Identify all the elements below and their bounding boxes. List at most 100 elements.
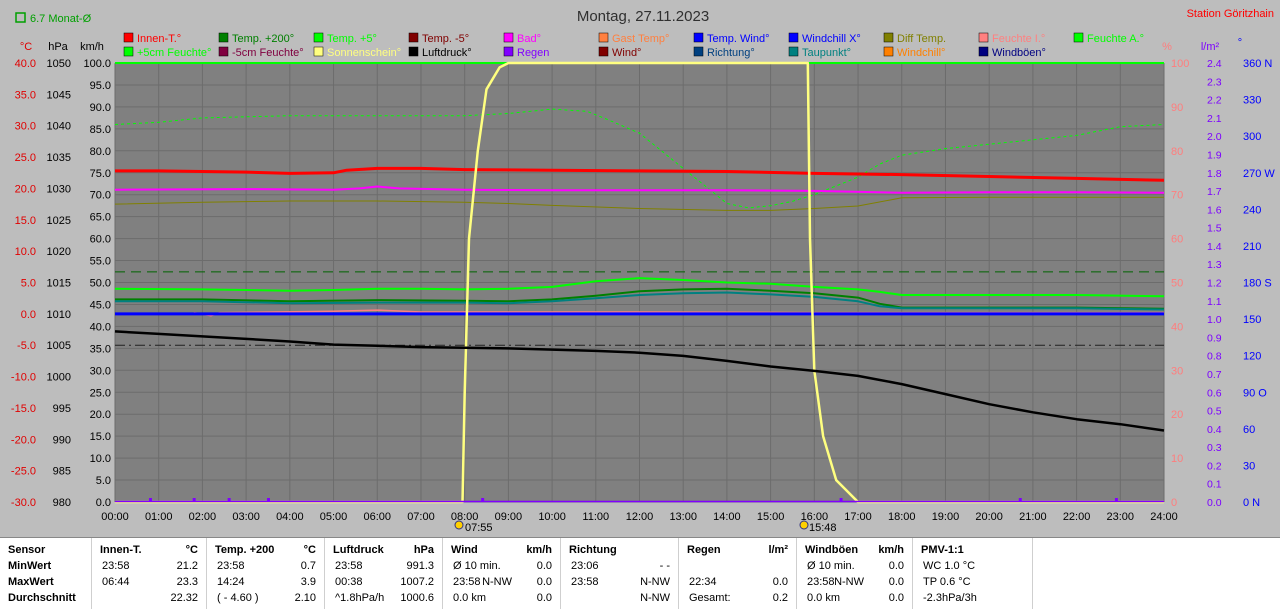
legend-swatch (503, 32, 514, 43)
stats-cell: 0.0 (536, 576, 552, 588)
stats-unit: km/h (878, 544, 904, 556)
legend-swatch (788, 32, 799, 43)
temp-tick-label: -20.0 (11, 434, 36, 446)
stats-cell: 23:58 (571, 576, 599, 588)
rain-tick-label: 0.9 (1207, 332, 1222, 344)
stats-column: Luftdruck hPa 23:58 991.3 00:38 1007.2 ^1.8hPa… (325, 538, 443, 609)
time-tick-label: 06:00 (363, 511, 391, 523)
legend-label: Sonnenschein° (327, 47, 401, 59)
rain-tick-label: 1.6 (1207, 204, 1222, 216)
stats-cell: 23:58 (335, 560, 363, 572)
speed-tick-label: 95.0 (90, 80, 111, 92)
temp-tick-label: -25.0 (11, 466, 36, 478)
series-line (114, 108, 1165, 209)
speed-tick-label: 20.0 (90, 409, 111, 421)
legend-swatch (408, 32, 419, 43)
rain-tick-label: 0.3 (1207, 442, 1222, 454)
rain-tick-label: 0.7 (1207, 369, 1222, 381)
pressure-tick-label: 1005 (47, 340, 71, 352)
stats-cell: 00:38 (335, 576, 363, 588)
legend-swatch (313, 46, 324, 57)
legend-swatch (123, 32, 134, 43)
stats-cell: Ø 10 min. (807, 560, 855, 572)
series-line (114, 330, 1165, 432)
rain-tick (481, 498, 485, 502)
legend-swatch (313, 32, 324, 43)
pressure-tick-label: 1000 (47, 372, 71, 384)
time-tick-label: 16:00 (801, 511, 829, 523)
percent-tick-label: 40 (1171, 321, 1183, 333)
percent-tick-label: 70 (1171, 190, 1183, 202)
stats-header: PMV-1:1 (921, 544, 964, 556)
percent-tick-label: 100 (1171, 58, 1189, 70)
stats-column: Temp. +200 °C 23:58 0.7 14:24 3.9 ( - 4.60 ) 2.… (207, 538, 325, 609)
direction-tick-label: 240 (1243, 204, 1261, 216)
rain-tick-label: 2.1 (1207, 113, 1222, 125)
temp-tick-label: 20.0 (15, 183, 36, 195)
stats-cell: 0.0 (772, 576, 788, 588)
pressure-tick-label: 1030 (47, 183, 71, 195)
legend-swatch (218, 32, 229, 43)
temp-tick-label: 25.0 (15, 152, 36, 164)
legend-label: Luftdruck° (422, 47, 472, 59)
legend-label: Windchill° (897, 47, 945, 59)
legend-label: Temp. -5° (422, 33, 469, 45)
stats-cell: Durchschnitt (8, 592, 76, 604)
sunrise-time: 07:55 (465, 522, 493, 534)
legend-swatch (598, 32, 609, 43)
time-tick-label: 22:00 (1063, 511, 1091, 523)
percent-tick-label: 20 (1171, 409, 1183, 421)
legend-label: Wind° (612, 47, 641, 59)
pressure-tick-label: 1040 (47, 121, 71, 133)
time-tick-label: 07:00 (407, 511, 435, 523)
rain-tick (192, 498, 196, 502)
pressure-tick-label: 985 (53, 466, 71, 478)
series-line (114, 277, 1165, 298)
speed-tick-label: 25.0 (90, 387, 111, 399)
stats-cell: 1007.2 (400, 576, 434, 588)
sunset-time: 15:48 (809, 522, 837, 534)
temp-tick-label: -30.0 (11, 497, 36, 509)
chart-title: Montag, 27.11.2023 (577, 8, 709, 25)
rain-tick (266, 498, 270, 502)
stats-cell: 22.32 (170, 592, 198, 604)
percent-tick-label: 10 (1171, 453, 1183, 465)
rain-tick-label: 0.8 (1207, 351, 1222, 363)
time-tick-label: 11:00 (582, 511, 609, 523)
monthly-avg-swatch (15, 12, 26, 23)
legend-swatch (1073, 32, 1084, 43)
sun-icon (799, 520, 809, 530)
speed-tick-label: 90.0 (90, 102, 111, 114)
stats-cell: 23.3 (176, 576, 198, 588)
time-tick-label: 21:00 (1019, 511, 1047, 523)
stats-cell: 0.0 (888, 560, 904, 572)
rain-tick-label: 1.0 (1207, 314, 1222, 326)
stats-cell: 2.10 (294, 592, 316, 604)
rain-tick-label: 0.0 (1207, 497, 1222, 509)
stats-header: Temp. +200 (215, 544, 275, 556)
rain-tick (1018, 498, 1022, 502)
rain-tick-label: 2.3 (1207, 76, 1222, 88)
time-tick-label: 23:00 (1107, 511, 1135, 523)
legend-label: +5cm Feuchte° (137, 47, 211, 59)
temp-tick-label: 35.0 (15, 89, 36, 101)
time-tick-label: 00:00 (101, 511, 129, 523)
pressure-tick-label: 1015 (47, 278, 71, 290)
speed-tick-label: 30.0 (90, 365, 111, 377)
legend-swatch (598, 46, 609, 57)
time-tick-label: 18:00 (888, 511, 916, 523)
temp-tick-label: 40.0 (15, 58, 36, 70)
direction-tick-label: 0 N (1243, 497, 1260, 509)
pressure-tick-label: 1010 (47, 309, 71, 321)
stats-cell: 23:58 (453, 576, 481, 588)
series-line (115, 61, 1164, 504)
stats-header: Windböen (805, 544, 859, 556)
sunrise-marker: 07:55 (454, 520, 493, 534)
legend-swatch (788, 46, 799, 57)
time-tick-label: 01:00 (145, 511, 173, 523)
direction-tick-label: 150 (1243, 314, 1261, 326)
monthly-avg-label: 6.7 Monat-Ø (30, 13, 92, 25)
rain-tick-label: 0.2 (1207, 460, 1222, 472)
stats-unit: hPa (413, 544, 434, 556)
rain-tick-label: 1.4 (1207, 241, 1222, 253)
